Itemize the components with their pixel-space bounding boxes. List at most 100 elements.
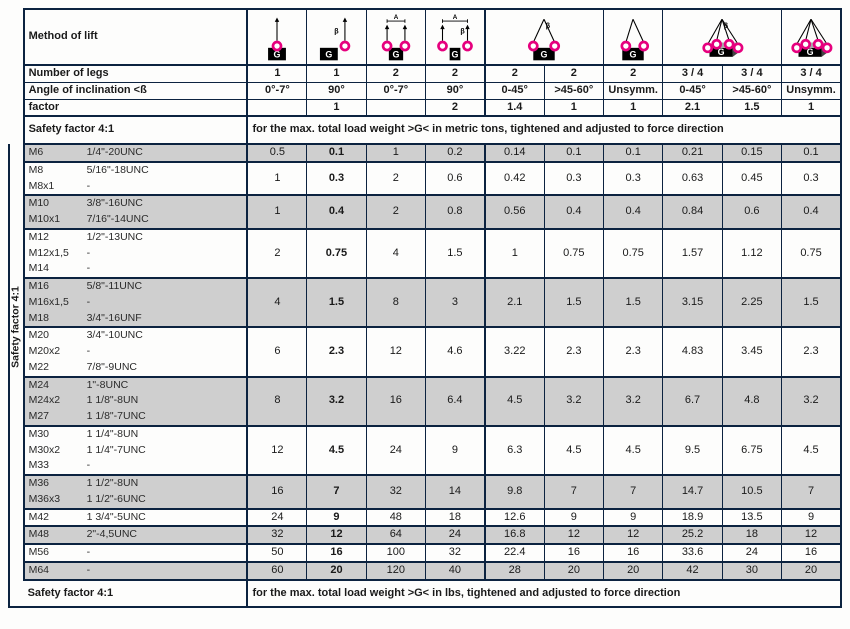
data-cell: 25.2 xyxy=(663,526,722,544)
data-cell: 4.8 xyxy=(722,377,781,426)
data-cell: 0.5 xyxy=(247,144,306,162)
data-cell: 1 xyxy=(247,195,306,229)
data-cell: 9 xyxy=(544,509,603,527)
thread-cell: M421 3/4"-5UNC xyxy=(24,509,248,527)
data-cell: 16 xyxy=(544,544,603,562)
thread-cell: M20x2- xyxy=(24,344,248,360)
data-cell: 0.1 xyxy=(544,144,603,162)
safety-footer-note: for the max. total load weight >G< in lb… xyxy=(247,580,841,608)
data-cell: 6.3 xyxy=(485,426,544,475)
data-cell: 0.3 xyxy=(544,162,603,196)
data-cell: 12.6 xyxy=(485,509,544,527)
thread-cell: M103/8"-16UNC xyxy=(24,195,248,212)
thread-cell: M61/4"-20UNC xyxy=(24,144,248,162)
data-cell: 2.25 xyxy=(722,278,781,327)
data-cell: 64 xyxy=(366,526,425,544)
data-cell: 0.1 xyxy=(604,144,663,162)
data-cell: 14 xyxy=(425,475,484,509)
data-cell: 0.2 xyxy=(425,144,484,162)
data-cell: 16 xyxy=(247,475,306,509)
data-cell: 16 xyxy=(604,544,663,562)
data-cell: 2 xyxy=(366,195,425,229)
data-cell: 9.5 xyxy=(663,426,722,475)
data-cell: 24 xyxy=(366,426,425,475)
data-cell: 32 xyxy=(425,544,484,562)
thread-cell: M64- xyxy=(24,562,248,580)
data-cell: 0.3 xyxy=(782,162,841,196)
data-cell: 0.45 xyxy=(722,162,781,196)
data-cell: 1.5 xyxy=(782,278,841,327)
data-cell: 0.4 xyxy=(307,195,366,229)
table-row: M64-602012040282020423020 xyxy=(9,562,841,580)
table-row: Safety factor 4:1M61/4"-20UNC0.50.110.20… xyxy=(9,144,841,162)
table-row: M301 1/4"-8UN124.52496.34.54.59.56.754.5 xyxy=(9,426,841,443)
thread-cell: M121/2"-13UNC xyxy=(24,229,248,246)
data-cell: 0.6 xyxy=(425,162,484,196)
data-cell: 0.8 xyxy=(425,195,484,229)
data-cell: 8 xyxy=(247,377,306,426)
svg-text:β: β xyxy=(724,22,729,30)
data-cell: 4.6 xyxy=(425,327,484,376)
data-cell: 0.6 xyxy=(722,195,781,229)
table-row: M165/8"-11UNC41.5832.11.51.53.152.251.5 xyxy=(9,278,841,295)
data-cell: 3.2 xyxy=(307,377,366,426)
data-cell: 9.8 xyxy=(485,475,544,509)
data-cell: 120 xyxy=(366,562,425,580)
table-row: M241"-8UNC83.2166.44.53.23.26.74.83.2 xyxy=(9,377,841,394)
data-cell: 22.4 xyxy=(485,544,544,562)
data-cell: 4 xyxy=(247,278,306,327)
data-cell: 30 xyxy=(722,562,781,580)
data-cell: 12 xyxy=(366,327,425,376)
data-cell: 18 xyxy=(722,526,781,544)
data-cell: 4 xyxy=(366,229,425,278)
table-row: M85/16"-18UNC10.320.60.420.30.30.630.450… xyxy=(9,162,841,179)
data-cell: 4.5 xyxy=(307,426,366,475)
thread-cell: M227/8"-9UNC xyxy=(24,360,248,377)
data-cell: 4.5 xyxy=(544,426,603,475)
data-cell: 6.7 xyxy=(663,377,722,426)
thread-cell: M241"-8UNC xyxy=(24,377,248,394)
data-cell: 6.4 xyxy=(425,377,484,426)
lift-icon-two-lateral: AβG xyxy=(430,13,480,63)
data-cell: 2.3 xyxy=(544,327,603,376)
thread-cell: M10x17/16"-14UNC xyxy=(24,212,248,229)
data-cell: 7 xyxy=(307,475,366,509)
svg-text:β: β xyxy=(460,28,465,36)
data-cell: 42 xyxy=(663,562,722,580)
data-cell: 24 xyxy=(247,509,306,527)
lift-icon-two-angled: βG xyxy=(519,13,569,63)
data-cell: 7 xyxy=(782,475,841,509)
lift-icon-vertical-single: G xyxy=(252,13,302,63)
thread-cell: M24x21 1/8"-8UN xyxy=(24,393,248,409)
data-cell: 0.75 xyxy=(307,229,366,278)
data-cell: 0.1 xyxy=(782,144,841,162)
svg-text:G: G xyxy=(451,50,458,60)
data-cell: 1 xyxy=(485,229,544,278)
svg-text:β: β xyxy=(546,22,551,30)
lift-icon-four-unsymm: G xyxy=(786,13,836,63)
data-cell: 3.45 xyxy=(722,327,781,376)
data-cell: 9 xyxy=(307,509,366,527)
table-row: M361 1/2"-8UN16732149.87714.710.57 xyxy=(9,475,841,492)
data-cell: 16 xyxy=(307,544,366,562)
data-cell: 0.75 xyxy=(544,229,603,278)
header-legs: Number of legs xyxy=(24,65,248,82)
thread-cell: M16x1,5- xyxy=(24,295,248,311)
data-cell: 0.42 xyxy=(485,162,544,196)
data-cell: 2.3 xyxy=(782,327,841,376)
data-cell: 0.4 xyxy=(544,195,603,229)
data-cell: 4.83 xyxy=(663,327,722,376)
lift-table: Method of lift G βG AG AβG βG G βG G Num… xyxy=(8,8,842,608)
data-cell: 1.57 xyxy=(663,229,722,278)
data-cell: 1 xyxy=(366,144,425,162)
data-cell: 0.21 xyxy=(663,144,722,162)
data-cell: 50 xyxy=(247,544,306,562)
data-cell: 18 xyxy=(425,509,484,527)
data-cell: 100 xyxy=(366,544,425,562)
data-cell: 9 xyxy=(425,426,484,475)
data-cell: 24 xyxy=(425,526,484,544)
table-row: M56-50161003222.4161633.62416 xyxy=(9,544,841,562)
data-cell: 16 xyxy=(366,377,425,426)
data-cell: 12 xyxy=(247,426,306,475)
data-cell: 2 xyxy=(247,229,306,278)
